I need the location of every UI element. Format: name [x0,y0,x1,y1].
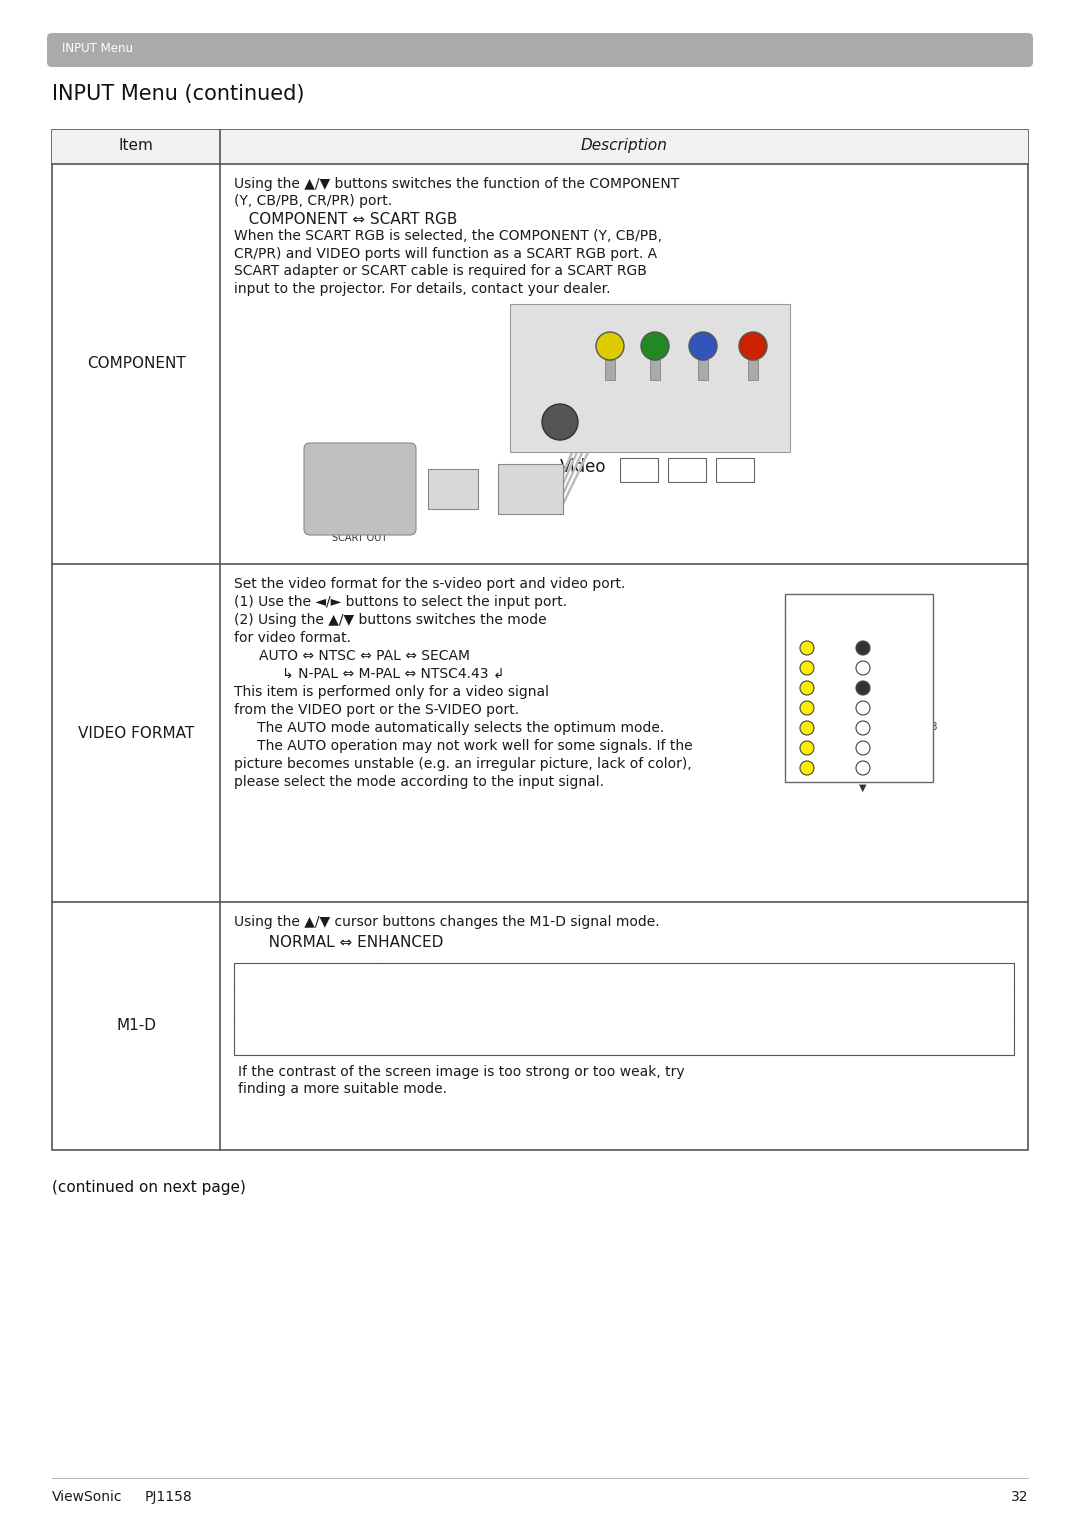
Circle shape [800,761,814,775]
Text: Cb/Pb: Cb/Pb [696,309,715,316]
Text: PAL: PAL [890,682,907,692]
Bar [698,360,708,380]
Circle shape [800,741,814,755]
Text: Using the ▲/▼ cursor buttons changes the M1-D signal mode.: Using the ▲/▼ cursor buttons changes the… [234,915,660,928]
Text: Description: Description [581,138,667,153]
Bar [498,464,563,515]
Text: NORMAL: NORMAL [244,999,301,1013]
Text: The AUTO operation may not work well for some signals. If the: The AUTO operation may not work well for… [244,738,692,754]
Circle shape [800,722,814,735]
Text: (1) Use the ◄/► buttons to select the input port.: (1) Use the ◄/► buttons to select the in… [234,594,567,610]
Circle shape [689,332,717,360]
Text: B: B [681,461,692,480]
Text: VIDEO: VIDEO [605,309,629,319]
Text: M1-D: M1-D [116,1019,156,1034]
FancyBboxPatch shape [303,443,416,535]
Text: SCART adapter or SCART cable is required for a SCART RGB: SCART adapter or SCART cable is required… [234,265,647,279]
Bar [52,130,1028,1151]
Circle shape [856,682,870,696]
Circle shape [800,640,814,656]
Text: ▲: ▲ [860,630,867,639]
Text: for video format.: for video format. [234,631,351,645]
Text: S-VIDEO: S-VIDEO [528,394,559,403]
Text: Suitable for VGA signals (0-255): Suitable for VGA signals (0-255) [392,1031,606,1043]
Text: S-VIDEO: S-VIDEO [791,614,827,624]
Text: Y: Y [650,309,654,319]
Text: ►: ► [873,682,879,691]
Text: AUTO: AUTO [890,642,917,653]
Text: DIO: DIO [747,434,759,440]
FancyBboxPatch shape [48,34,1032,67]
Text: ↳ N-PAL ⇔ M-PAL ⇔ NTSC4.43 ↲: ↳ N-PAL ⇔ M-PAL ⇔ NTSC4.43 ↲ [269,666,504,682]
Bar [785,594,933,781]
Text: please select the mode according to the input signal.: please select the mode according to the … [234,775,604,789]
Circle shape [596,332,624,360]
Bar [650,360,660,380]
Text: (continued on next page): (continued on next page) [52,1180,246,1195]
Text: VIDEO FORMAT: VIDEO FORMAT [78,726,194,740]
Text: INPUT Menu (continued): INPUT Menu (continued) [52,84,305,104]
Bar [52,130,1028,164]
Text: SCART OUT: SCART OUT [333,533,388,542]
Text: CR/PR) and VIDEO ports will function as a SCART RGB port. A: CR/PR) and VIDEO ports will function as … [234,247,657,260]
Bar [510,303,789,452]
Text: DIO: DIO [697,434,708,440]
Circle shape [856,640,870,656]
Bar [605,360,615,380]
Bar [620,458,658,483]
Text: DIO: DIO [597,434,609,440]
Text: Video: Video [561,458,607,476]
Text: The AUTO mode automatically selects the optimum mode.: The AUTO mode automatically selects the … [244,722,664,735]
Text: M-PAL: M-PAL [890,741,919,752]
Text: Item: Item [119,138,153,153]
Text: PJ1158: PJ1158 [145,1491,192,1504]
Text: NTSC: NTSC [890,662,916,673]
Text: Set the video format for the s-video port and video port.: Set the video format for the s-video por… [234,578,625,591]
Circle shape [800,660,814,676]
Text: ViewSonic: ViewSonic [52,1491,122,1504]
Text: AUDIO IN 1: AUDIO IN 1 [522,309,564,319]
Text: COMPONENT ⇔ SCART RGB: COMPONENT ⇔ SCART RGB [234,211,457,227]
Text: Feature: Feature [392,970,445,984]
Circle shape [642,332,669,360]
Text: INPUT Menu: INPUT Menu [62,41,133,55]
Text: VIDEO: VIDEO [858,614,886,624]
Text: This item is performed only for a video signal: This item is performed only for a video … [234,685,549,699]
Text: AUDIO IN 2: AUDIO IN 2 [522,319,564,326]
Text: ◄: ◄ [793,682,799,691]
Text: input to the projector. For details, contact your dealer.: input to the projector. For details, con… [234,282,610,296]
Circle shape [542,404,578,440]
Text: 32: 32 [1011,1491,1028,1504]
Circle shape [739,332,767,360]
Text: (2) Using the ▲/▼ buttons switches the mode: (2) Using the ▲/▼ buttons switches the m… [234,613,546,627]
Bar [669,458,706,483]
Bar [716,458,754,483]
Text: When the SCART RGB is selected, the COMPONENT (Y, CB/PB,: When the SCART RGB is selected, the COMP… [234,230,662,244]
Text: from the VIDEO port or the S-VIDEO port.: from the VIDEO port or the S-VIDEO port. [234,703,519,717]
Text: (Y, CB/PB, CR/PR) port.: (Y, CB/PB, CR/PR) port. [234,195,392,208]
Text: AUTO ⇔ NTSC ⇔ PAL ⇔ SECAM: AUTO ⇔ NTSC ⇔ PAL ⇔ SECAM [259,650,470,663]
Circle shape [800,682,814,696]
Text: ENHANCED: ENHANCED [244,1031,319,1043]
Text: Suitable for DVD signals (16-235): Suitable for DVD signals (16-235) [392,999,615,1013]
Text: finding a more suitable mode.: finding a more suitable mode. [238,1082,447,1095]
Text: picture becomes unstable (e.g. an irregular picture, lack of color),: picture becomes unstable (e.g. an irregu… [234,757,691,771]
Bar [428,469,478,509]
Text: VIDEO FORMAT: VIDEO FORMAT [791,597,859,607]
Text: NORMAL ⇔ ENHANCED: NORMAL ⇔ ENHANCED [254,935,444,950]
Circle shape [800,702,814,715]
Text: R: R [729,461,741,480]
Text: SECAM: SECAM [890,702,924,712]
Text: If the contrast of the screen image is too strong or too weak, try: If the contrast of the screen image is t… [238,1065,685,1079]
Bar [748,360,758,380]
Bar [234,964,1014,1056]
Text: NTSC4.43: NTSC4.43 [890,722,937,732]
Text: DIO: DIO [647,434,659,440]
Text: ▼: ▼ [860,783,867,794]
Text: N-PAL: N-PAL [890,761,918,772]
Text: Cr/Pr: Cr/Pr [747,309,764,316]
Text: Using the ▲/▼ buttons switches the function of the COMPONENT: Using the ▲/▼ buttons switches the funct… [234,178,679,192]
Text: COMPONENT: COMPONENT [86,357,186,371]
Text: G: G [633,461,646,480]
